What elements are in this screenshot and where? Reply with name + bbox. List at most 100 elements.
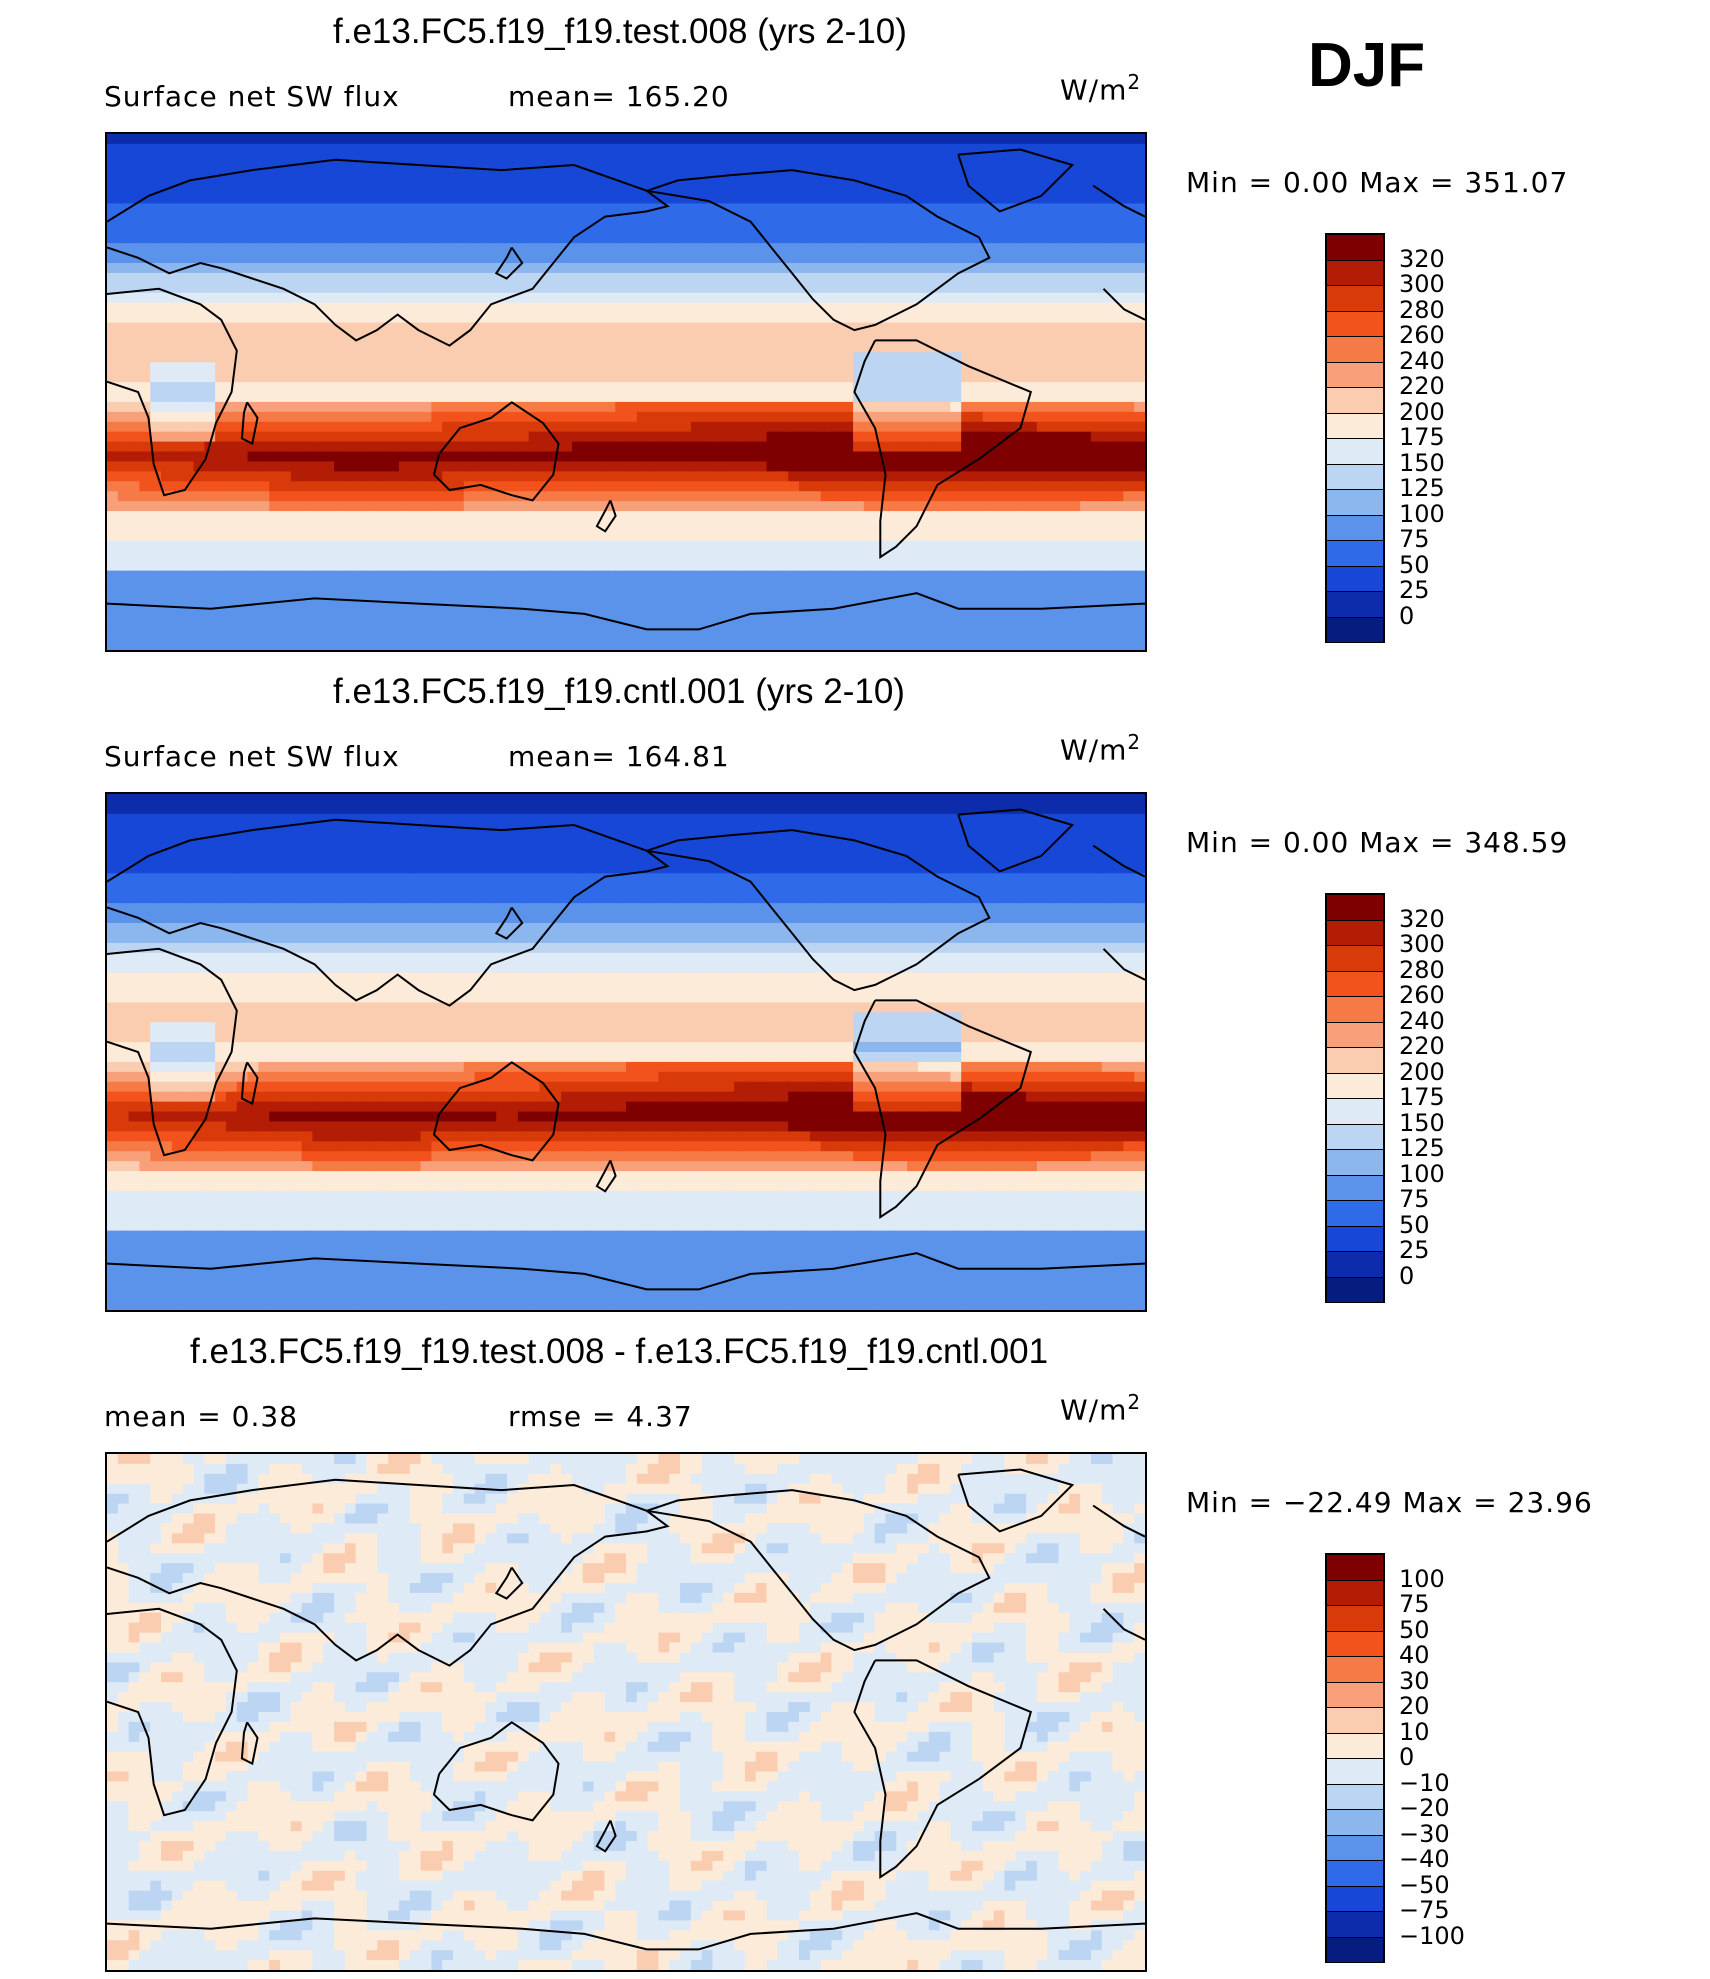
field-cell <box>1026 580 1038 592</box>
field-cell <box>885 620 897 631</box>
field-cell <box>917 282 930 294</box>
field-cell <box>1090 580 1103 592</box>
field-cell <box>950 153 962 165</box>
field-cell <box>690 451 703 463</box>
field-cell <box>982 243 995 254</box>
field-cell <box>1015 352 1027 363</box>
field-cell <box>507 491 519 502</box>
field-cell <box>788 481 800 492</box>
field-cell <box>1069 382 1081 393</box>
field-cell <box>290 312 303 324</box>
field-cell <box>809 610 822 621</box>
field-cell <box>150 203 162 214</box>
field-cell <box>777 173 789 185</box>
field-cell <box>269 540 281 552</box>
field-cell <box>636 223 649 234</box>
field-cell <box>1134 193 1145 205</box>
field-cell <box>139 272 151 284</box>
field-cell <box>744 203 757 214</box>
field-cell <box>1080 570 1092 582</box>
field-cell <box>993 352 1006 363</box>
field-cell <box>669 600 681 611</box>
field-cell <box>431 392 443 403</box>
field-cell <box>507 263 519 274</box>
field-cell <box>193 193 205 205</box>
field-cell <box>907 292 919 304</box>
field-cell <box>453 501 465 512</box>
field-cell <box>258 610 270 621</box>
field-cell <box>539 223 551 234</box>
field-cell <box>896 312 908 324</box>
field-cell <box>809 511 822 522</box>
field-cell <box>571 401 584 413</box>
field-cell <box>171 570 184 582</box>
field-cell <box>1047 382 1060 393</box>
field-cell <box>777 272 789 284</box>
field-cell <box>950 372 962 383</box>
field-cell <box>463 134 476 145</box>
field-cell <box>571 173 584 185</box>
field-cell <box>842 272 854 284</box>
field-cell <box>636 153 649 165</box>
field-cell <box>323 332 335 343</box>
field-cell <box>1069 530 1081 542</box>
field-cell <box>420 521 432 532</box>
field-cell <box>290 471 303 482</box>
field-cell <box>571 461 584 472</box>
field-cell <box>777 640 789 650</box>
field-cell <box>355 203 368 214</box>
field-cell <box>809 253 822 264</box>
field-cell <box>301 342 314 353</box>
field-cell <box>528 451 541 463</box>
field-cell <box>117 163 130 175</box>
field-cell <box>128 540 141 552</box>
field-cell <box>193 382 205 393</box>
field-cell <box>723 530 735 542</box>
field-cell <box>377 332 389 343</box>
field-cell <box>680 560 692 572</box>
field-cell <box>972 411 984 423</box>
field-cell <box>269 382 281 393</box>
field-cell <box>323 153 335 165</box>
field-cell <box>398 441 411 453</box>
field-cell <box>939 411 951 423</box>
field-cell <box>150 411 162 423</box>
field-cell <box>604 590 616 601</box>
field-cell <box>680 302 692 314</box>
field-cell <box>593 392 605 403</box>
field-cell <box>928 511 941 522</box>
field-cell <box>474 352 487 363</box>
field-cell <box>626 223 638 234</box>
field-cell <box>420 441 432 453</box>
field-cell <box>939 362 951 373</box>
field-cell <box>139 213 151 224</box>
field-cell <box>409 540 422 552</box>
field-cell <box>1080 372 1092 383</box>
field-cell <box>128 233 141 244</box>
field-cell <box>204 421 216 433</box>
field-cell <box>615 550 627 562</box>
field-cell <box>993 511 1006 522</box>
field-cell <box>939 580 951 592</box>
field-cell <box>917 560 930 572</box>
field-cell <box>1134 372 1145 383</box>
field-cell <box>1058 382 1070 393</box>
field-cell <box>344 163 357 175</box>
field-cell <box>474 590 487 601</box>
field-cell <box>734 253 746 264</box>
field-cell <box>107 570 119 582</box>
field-cell <box>1047 322 1060 334</box>
field-cell <box>896 501 908 512</box>
field-cell <box>1026 243 1038 254</box>
field-cell <box>107 630 119 641</box>
field-cell <box>496 421 508 433</box>
field-cell <box>831 540 843 552</box>
field-cell <box>496 342 508 353</box>
field-cell <box>831 263 843 274</box>
field-cell <box>128 352 141 363</box>
field-cell <box>571 540 584 552</box>
field-cell <box>474 332 487 343</box>
field-cell <box>1080 530 1092 542</box>
field-cell <box>961 481 973 492</box>
field-cell <box>615 223 627 234</box>
